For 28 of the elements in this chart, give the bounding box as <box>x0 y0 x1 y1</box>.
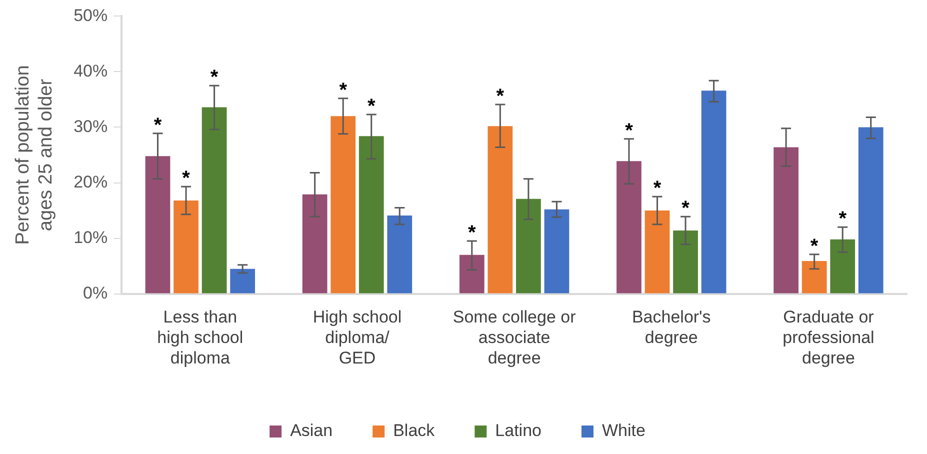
legend-label: White <box>602 421 646 440</box>
data-label: * <box>625 120 634 142</box>
data-label: * <box>838 208 847 230</box>
data-label: * <box>468 222 476 244</box>
y-tick-label: 40% <box>74 61 108 80</box>
data-label: * <box>339 79 348 102</box>
y-tick-label: 30% <box>74 116 108 136</box>
data-label: * <box>810 235 818 258</box>
legend-label: Black <box>393 421 436 440</box>
x-tick-label: Bachelor's degree <box>632 308 711 348</box>
data-label: * <box>154 114 162 136</box>
data-label: * <box>682 198 690 220</box>
legend-label: Asian <box>290 421 333 440</box>
x-tick-label: Some college or associate degree <box>452 308 576 368</box>
x-tick-label: Less than high school diploma <box>157 308 244 368</box>
data-label: * <box>210 66 218 89</box>
data-label: * <box>367 95 376 118</box>
y-tick-label: 20% <box>74 172 108 192</box>
data-label: * <box>496 85 504 108</box>
legend-label: Latino <box>495 421 542 440</box>
data-label: * <box>653 178 662 200</box>
y-tick-label: 0% <box>83 283 108 302</box>
y-tick-label: 50% <box>74 6 108 25</box>
y-axis-title: Percent of population ages 25 and older <box>12 65 56 245</box>
x-tick-label: Graduate or professional degree <box>782 308 874 368</box>
y-tick-label: 10% <box>74 228 108 247</box>
data-label: * <box>182 168 190 190</box>
x-tick-label: High school diploma/ GED <box>312 308 402 368</box>
